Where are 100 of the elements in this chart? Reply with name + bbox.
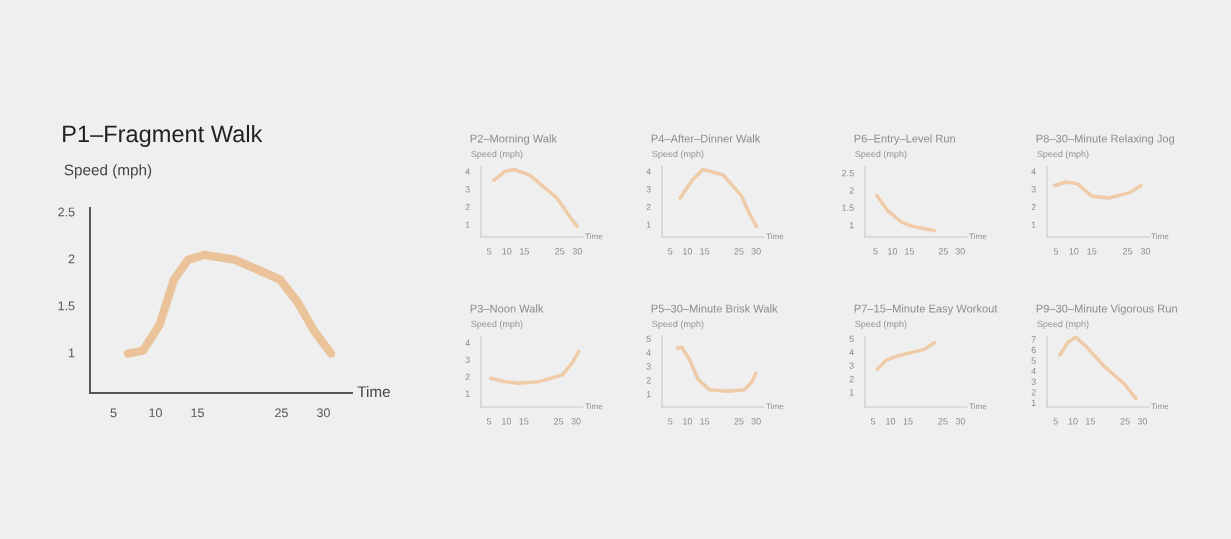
x-axis-title: Time [969, 233, 987, 240]
x-tick-label: 10 [149, 408, 162, 418]
y-tick-label: 4 [849, 349, 854, 356]
y-tick-label: 3 [849, 362, 854, 369]
x-tick-label: 5 [870, 418, 876, 425]
y-tick-label: 1 [465, 390, 470, 397]
y-tick-label: 5 [1031, 357, 1036, 364]
y-tick-label: 3 [465, 356, 470, 364]
x-tick-label: 10 [502, 418, 512, 425]
y-tick-label: 4 [1031, 168, 1036, 175]
chart-title: P4–After–Dinner Walk [651, 134, 761, 143]
x-tick-label: 15 [905, 248, 915, 255]
x-tick-label: 30 [1137, 418, 1148, 425]
y-tick-label: 1 [849, 221, 854, 229]
chart-title: P3–Noon Walk [470, 304, 544, 313]
x-tick-label: 25 [1120, 418, 1130, 425]
y-tick-label: 1 [849, 389, 854, 396]
x-axis-title: Time [357, 385, 390, 398]
y-tick-label: 4 [646, 349, 651, 356]
x-tick-label: 10 [1069, 248, 1079, 255]
y-tick-label: 2.5 [842, 169, 854, 177]
x-tick-label: 25 [555, 248, 565, 255]
x-tick-label: 15 [519, 418, 529, 425]
y-tick-label: 4 [465, 168, 470, 175]
y-tick-label: 2.5 [58, 207, 75, 217]
x-axis-title: Time [585, 233, 603, 240]
y-tick-label: 1 [1031, 221, 1036, 228]
x-tick-label: 15 [1087, 248, 1097, 255]
x-tick-label: 30 [751, 248, 761, 255]
y-axis-title: Speed (mph) [471, 150, 523, 159]
x-tick-label: 5 [668, 248, 673, 255]
line-series [489, 349, 581, 386]
x-tick-label: 5 [668, 418, 673, 425]
x-tick-label: 25 [554, 418, 564, 425]
y-tick-label: 1 [1031, 399, 1036, 407]
x-tick-label: 25 [275, 408, 288, 418]
line-series [678, 167, 759, 229]
x-tick-label: 30 [955, 418, 966, 425]
y-tick-label: 2 [1031, 203, 1036, 211]
y-axis-title: Speed (mph) [1037, 150, 1089, 159]
y-tick-label: 2 [849, 375, 854, 383]
x-tick-label: 25 [734, 248, 744, 255]
x-tick-label: 15 [700, 248, 710, 255]
y-tick-label: 3 [646, 186, 651, 193]
x-tick-label: 30 [316, 408, 330, 418]
y-tick-label: 1 [646, 390, 651, 398]
x-tick-label: 30 [572, 248, 583, 255]
x-axis-title: Time [585, 403, 603, 410]
y-tick-label: 3 [465, 186, 470, 193]
x-tick-label: 5 [873, 248, 878, 255]
x-axis-title: Time [766, 403, 784, 410]
y-axis-title: Speed (mph) [471, 320, 523, 329]
chart-title: P6–Entry–Level Run [854, 134, 955, 145]
y-tick-label: 6 [1031, 346, 1036, 354]
x-tick-label: 10 [886, 418, 896, 425]
line-series [875, 340, 937, 372]
chart-title: P7–15–Minute Easy Workout [854, 304, 998, 315]
x-tick-label: 15 [520, 248, 530, 255]
chart-title: P1–Fragment Walk [63, 124, 263, 147]
x-axis-title: Time [1151, 403, 1169, 410]
x-axis-title: Time [1151, 233, 1169, 240]
y-tick-label: 1 [646, 221, 651, 228]
y-axis-title: Speed (mph) [855, 150, 907, 159]
y-tick-label: 4 [1031, 368, 1036, 375]
x-tick-label: 15 [903, 418, 913, 425]
y-tick-label: 4 [646, 168, 651, 175]
y-tick-label: 1.5 [842, 204, 854, 211]
x-tick-label: 25 [734, 418, 744, 425]
x-axis-title: Time [766, 233, 784, 240]
y-tick-label: 2 [646, 377, 651, 384]
chart-title: P2–Morning Walk [470, 134, 558, 145]
x-tick-label: 25 [1122, 248, 1133, 255]
x-tick-label: 5 [1053, 418, 1058, 425]
y-tick-label: 5 [646, 335, 651, 343]
line-series [492, 167, 580, 229]
x-tick-label: 5 [486, 418, 492, 425]
chart-title: P5–30–Minute Brisk Walk [651, 304, 778, 313]
y-axis-title: Speed (mph) [652, 320, 704, 329]
x-tick-label: 25 [938, 248, 948, 255]
x-tick-label: 30 [751, 418, 761, 425]
x-tick-label: 30 [571, 418, 581, 425]
line-series [1058, 336, 1138, 401]
x-tick-label: 10 [502, 248, 512, 255]
y-tick-label: 2 [849, 187, 854, 194]
y-tick-label: 2 [465, 373, 470, 380]
y-tick-label: 7 [1031, 336, 1036, 343]
x-tick-label: 10 [683, 418, 693, 425]
x-tick-label: 10 [683, 248, 693, 255]
x-tick-label: 30 [1140, 248, 1151, 255]
y-tick-label: 5 [849, 335, 854, 343]
y-tick-label: 2 [465, 203, 470, 211]
x-axis-title: Time [969, 403, 987, 410]
y-tick-label: 1 [465, 221, 470, 228]
y-tick-label: 2 [1031, 389, 1036, 396]
x-tick-label: 10 [888, 248, 898, 255]
line-series [1052, 180, 1143, 200]
line-series [675, 345, 758, 393]
y-tick-label: 2 [68, 254, 75, 264]
line-series [875, 193, 937, 233]
y-tick-label: 1 [69, 348, 75, 358]
